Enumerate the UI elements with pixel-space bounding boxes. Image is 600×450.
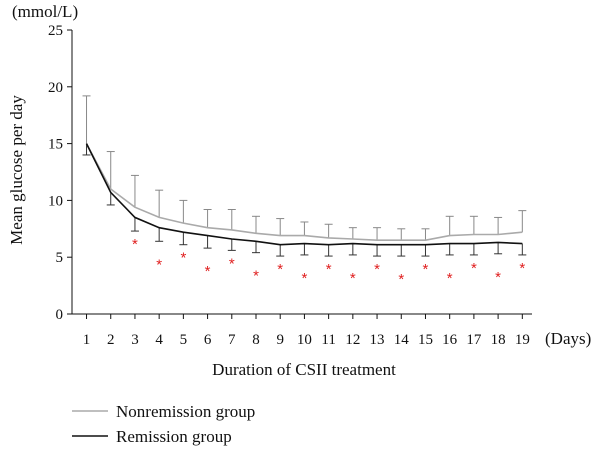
significance-asterisk: * <box>447 270 453 287</box>
y-tick-label: 0 <box>56 307 64 323</box>
series-line-nonremission <box>85 143 523 241</box>
x-unit-label: (Days) <box>545 329 591 348</box>
significance-asterisk: * <box>398 271 404 288</box>
y-axis-title: Mean glucose per day <box>7 95 26 245</box>
x-tick-label: 7 <box>228 332 236 348</box>
x-tick-label: 17 <box>466 332 482 348</box>
x-tick-label: 14 <box>394 332 410 348</box>
significance-asterisk: * <box>156 256 162 273</box>
significance-asterisk: * <box>301 270 307 287</box>
x-tick-label: 4 <box>155 332 163 348</box>
x-tick-label: 2 <box>107 332 115 348</box>
x-tick-label: 9 <box>276 332 284 348</box>
x-tick-label: 16 <box>442 332 458 348</box>
series-lines <box>85 143 523 246</box>
x-tick-label: 1 <box>83 332 91 348</box>
significance-asterisk: * <box>374 261 380 278</box>
legend: Nonremission group Remission group <box>72 402 255 446</box>
significance-asterisk: * <box>350 270 356 287</box>
x-tick-label: 18 <box>491 332 506 348</box>
y-tick-label: 20 <box>48 80 63 96</box>
legend-label-remission: Remission group <box>116 427 232 446</box>
significance-asterisk: * <box>229 255 235 272</box>
x-tick-label: 15 <box>418 332 433 348</box>
significance-asterisk: * <box>326 261 332 278</box>
significance-asterisk: * <box>495 269 501 286</box>
x-tick-label: 5 <box>180 332 188 348</box>
x-tick-label: 3 <box>131 332 139 348</box>
x-tick-label: 11 <box>321 332 335 348</box>
significance-asterisk: * <box>132 236 138 253</box>
x-tick-label: 19 <box>515 332 530 348</box>
x-tick-label: 12 <box>345 332 360 348</box>
y-tick-label: 25 <box>48 23 63 39</box>
significance-asterisk: * <box>471 260 477 277</box>
x-tick-label: 6 <box>204 332 212 348</box>
y-tick-label: 15 <box>48 137 63 153</box>
legend-label-nonremission: Nonremission group <box>116 402 255 421</box>
significance-asterisk: * <box>253 268 259 285</box>
x-tick-label: 13 <box>370 332 385 348</box>
significance-asterisk: * <box>519 260 525 277</box>
significance-asterisk: * <box>180 250 186 267</box>
x-tick-label: 10 <box>297 332 312 348</box>
y-tick-label: 10 <box>48 193 63 209</box>
significance-asterisk: * <box>205 263 211 280</box>
y-unit-label: (mmol/L) <box>12 2 78 21</box>
significance-asterisk: * <box>277 261 283 278</box>
y-tick-label: 5 <box>56 250 64 266</box>
x-tick-label: 8 <box>252 332 260 348</box>
series-line-remission <box>85 143 523 246</box>
significance-asterisk: * <box>423 261 429 278</box>
significance-markers: * * * * * * * * * * * * * * * * * <box>132 236 525 288</box>
error-bars <box>82 95 527 257</box>
x-axis-title: Duration of CSII treatment <box>212 360 396 379</box>
